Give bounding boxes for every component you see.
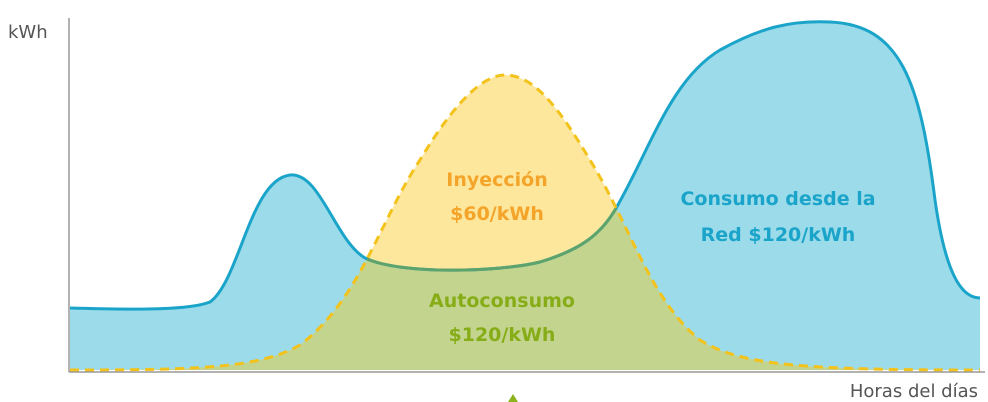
injection-price: $60/kWh: [450, 203, 544, 225]
arrow: [508, 394, 518, 402]
self-consumption-price: $120/kWh: [449, 324, 556, 346]
grid-label: Consumo desde la: [680, 188, 875, 210]
grid-price: Red $120/kWh: [701, 224, 856, 246]
y-axis-label: kWh: [8, 22, 48, 43]
consumption-area: [70, 21, 980, 370]
solar-line: [69, 73, 981, 372]
self-consumption-label: Autoconsumo: [429, 290, 575, 312]
injection-label: Inyección: [446, 169, 548, 191]
solar-area: [70, 75, 980, 370]
x-axis-label: Horas del días: [850, 381, 978, 402]
